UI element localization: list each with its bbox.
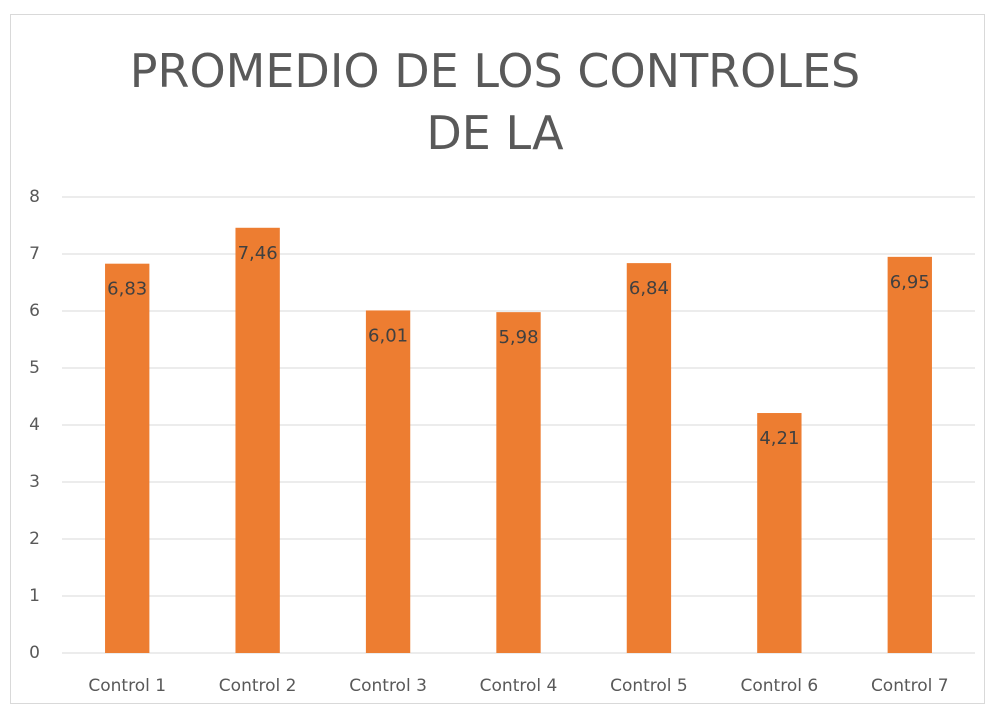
bar <box>626 263 672 653</box>
bar <box>757 413 802 653</box>
y-tick-label: 0 <box>29 643 40 663</box>
y-tick-label: 3 <box>29 472 40 492</box>
y-tick-label: 6 <box>29 301 40 321</box>
bar <box>235 227 280 653</box>
x-tick-label: Control 2 <box>219 676 297 696</box>
bar <box>496 312 541 653</box>
x-tick-label: Control 5 <box>610 676 688 696</box>
data-label: 6,95 <box>890 272 930 293</box>
x-tick-label: Control 3 <box>349 676 427 696</box>
data-label: 6,01 <box>368 325 408 346</box>
y-tick-label: 5 <box>29 358 40 378</box>
x-tick-label: Control 1 <box>88 676 166 696</box>
y-tick-label: 8 <box>29 187 40 207</box>
y-tick-label: 2 <box>29 529 40 549</box>
chart-border <box>10 14 985 704</box>
data-label: 5,98 <box>498 327 538 348</box>
x-tick-label: Control 6 <box>741 676 819 696</box>
chart-title: PROMEDIO DE LOS CONTROLES DE LA <box>129 44 861 160</box>
data-label: 7,46 <box>238 243 278 264</box>
x-tick-label: Control 7 <box>871 676 949 696</box>
data-label: 4,21 <box>759 428 799 449</box>
bar <box>105 263 150 653</box>
y-tick-label: 4 <box>29 415 40 435</box>
bar <box>887 256 932 653</box>
y-tick-label: 7 <box>29 244 40 264</box>
x-tick-label: Control 4 <box>480 676 558 696</box>
y-tick-label: 1 <box>29 586 40 606</box>
bar <box>365 310 411 653</box>
data-label: 6,84 <box>629 278 669 299</box>
data-label: 6,83 <box>107 279 147 300</box>
